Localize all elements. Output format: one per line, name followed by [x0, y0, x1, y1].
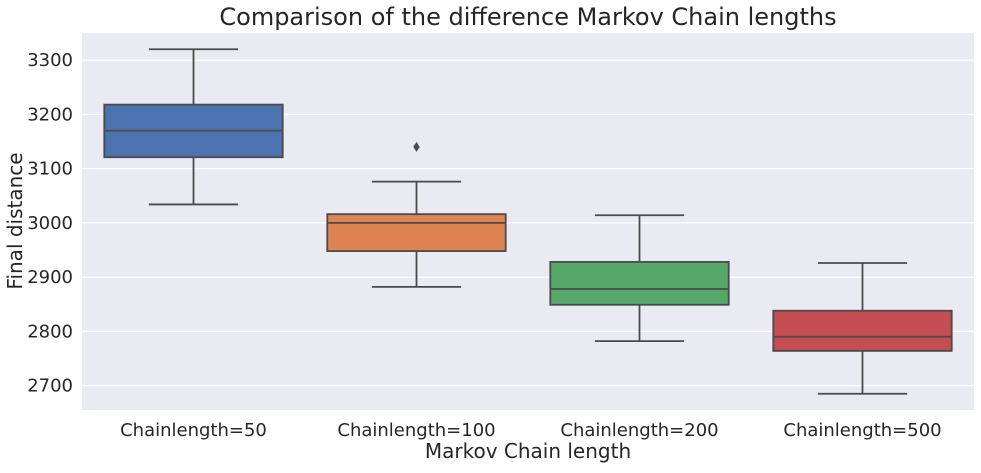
box-group — [326, 141, 507, 288]
x-tick-labels: Chainlength=50 Chainlength=100 Chainlength… — [120, 420, 942, 441]
box-series — [103, 48, 953, 395]
y-tick-label: 3300 — [27, 50, 73, 71]
y-tick-label: 3200 — [27, 104, 73, 125]
x-tick-label: Chainlength=500 — [783, 420, 941, 441]
y-axis-label: Final distance — [3, 152, 27, 289]
box-group — [772, 262, 953, 395]
box-iqr — [549, 261, 730, 306]
box-group — [549, 214, 730, 343]
outlier-point — [413, 141, 420, 152]
y-tick-label: 2900 — [27, 267, 73, 288]
x-axis-label: Markov Chain length — [425, 439, 631, 463]
y-tick-labels: 2700 2800 2900 3000 3100 3200 3300 — [27, 50, 73, 396]
x-tick-label: Chainlength=200 — [560, 420, 718, 441]
chart-title: Comparison of the difference Markov Chai… — [219, 3, 836, 31]
x-tick-label: Chainlength=50 — [120, 420, 267, 441]
plot-area — [82, 33, 974, 410]
y-tick-label: 3000 — [27, 213, 73, 234]
box-iqr — [772, 309, 953, 352]
box-iqr — [326, 213, 507, 252]
x-tick-label: Chainlength=100 — [337, 420, 495, 441]
y-tick-label: 3100 — [27, 159, 73, 180]
y-tick-label: 2700 — [27, 376, 73, 397]
y-tick-label: 2800 — [27, 321, 73, 342]
box-group — [103, 48, 284, 206]
